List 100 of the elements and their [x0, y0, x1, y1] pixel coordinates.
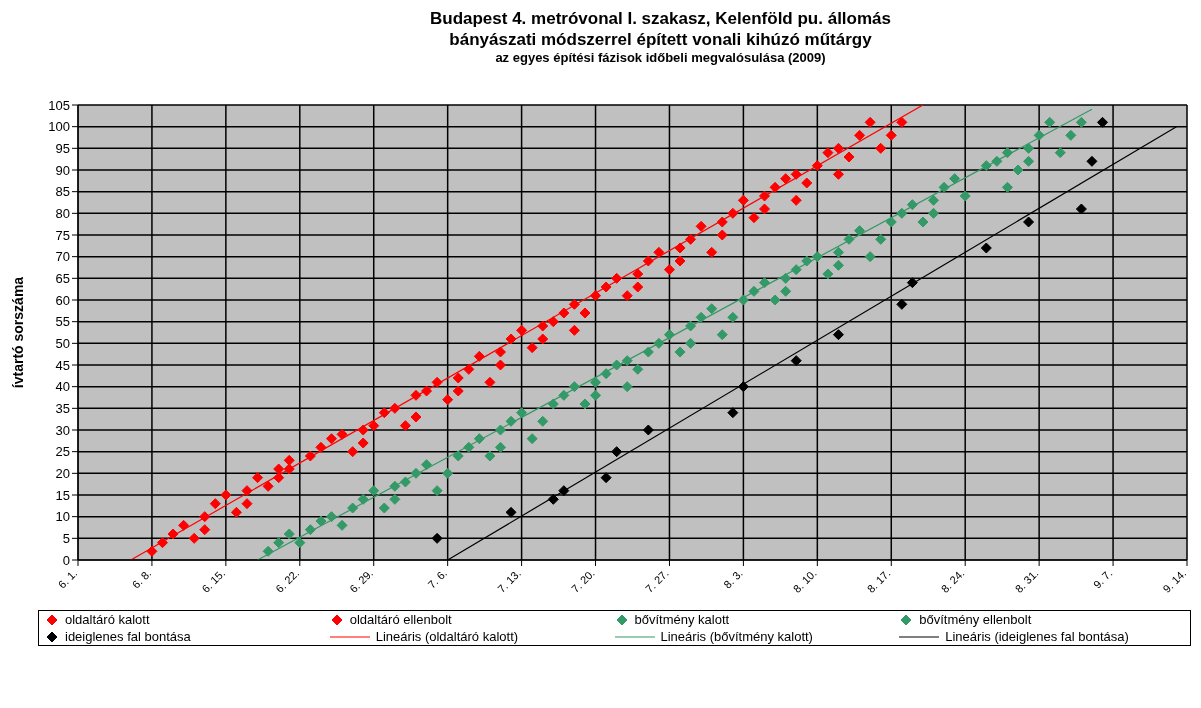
point [283, 528, 295, 540]
point [389, 402, 401, 414]
point [674, 255, 686, 267]
x-tick-label: 6. 29. [347, 566, 376, 595]
point [336, 428, 348, 440]
x-tick-label: 9. 7. [1090, 566, 1115, 591]
point [906, 277, 918, 289]
point [991, 155, 1003, 167]
point [558, 389, 570, 401]
y-tick-label: 80 [55, 205, 70, 221]
point [199, 524, 211, 536]
point [241, 498, 253, 510]
point [294, 537, 306, 549]
point [716, 329, 728, 341]
point [378, 502, 390, 514]
point [685, 337, 697, 349]
point [410, 411, 422, 423]
point [325, 433, 337, 445]
point [452, 450, 464, 462]
point [178, 519, 190, 531]
point [727, 311, 739, 323]
point [494, 346, 506, 358]
y-tick-label: 35 [55, 400, 70, 416]
point [600, 472, 612, 484]
point [769, 294, 781, 306]
y-tick-label: 40 [55, 379, 70, 395]
x-tick-label: 8. 3. [721, 566, 745, 591]
point [505, 415, 517, 427]
point [283, 454, 295, 466]
point [241, 485, 253, 497]
point [811, 160, 823, 172]
point [621, 290, 633, 302]
point [558, 485, 570, 497]
point [590, 389, 602, 401]
x-tick-label: 7. 20. [568, 566, 597, 595]
point [832, 168, 844, 180]
point [1001, 181, 1013, 193]
point [484, 376, 496, 388]
point [600, 368, 612, 380]
point [378, 407, 390, 419]
y-tick-label: 60 [55, 292, 70, 308]
point [642, 424, 654, 436]
point [1054, 147, 1066, 159]
point [917, 216, 929, 228]
point [315, 515, 327, 527]
point [896, 207, 908, 219]
legend-label: Lineáris (ideiglenes fal bontása) [945, 629, 1129, 644]
point [632, 281, 644, 293]
point [843, 151, 855, 163]
point [410, 467, 422, 479]
point [1012, 164, 1024, 176]
point [653, 337, 665, 349]
point [389, 480, 401, 492]
point [600, 281, 612, 293]
point [494, 441, 506, 453]
point [727, 407, 739, 419]
y-tick-label: 0 [62, 552, 70, 568]
x-tick-label: 7. 13. [495, 566, 524, 595]
point [410, 389, 422, 401]
point [568, 324, 580, 336]
point [663, 329, 675, 341]
point [547, 316, 559, 328]
x-tick-label: 8. 24. [938, 566, 967, 595]
point [980, 242, 992, 254]
point [832, 246, 844, 258]
point [368, 420, 380, 432]
point [832, 142, 844, 154]
point [516, 324, 528, 336]
point [611, 359, 623, 371]
point [748, 285, 760, 297]
y-tick-label: 70 [55, 249, 70, 265]
point [526, 342, 538, 354]
point [737, 194, 749, 206]
point [896, 298, 908, 310]
y-tick-label: 30 [55, 422, 70, 438]
point [220, 489, 232, 501]
point [399, 420, 411, 432]
y-tick-label: 15 [55, 487, 70, 503]
point [875, 233, 887, 245]
y-tick-label: 100 [48, 119, 70, 135]
x-tick-label: 7. 6. [425, 566, 450, 591]
point [748, 212, 760, 224]
point [854, 225, 866, 237]
legend-label: oldaltáró kalott [65, 612, 150, 627]
point [368, 485, 380, 497]
point [357, 424, 369, 436]
point [790, 194, 802, 206]
point [674, 346, 686, 358]
point [188, 532, 200, 544]
x-tick-label: 7. 27. [642, 566, 671, 595]
point [632, 363, 644, 375]
y-tick-label: 55 [55, 314, 70, 330]
point [790, 168, 802, 180]
point [547, 398, 559, 410]
point [980, 160, 992, 172]
point [695, 311, 707, 323]
y-tick-label: 65 [55, 270, 70, 286]
point [822, 147, 834, 159]
point [146, 545, 158, 557]
point [463, 363, 475, 375]
